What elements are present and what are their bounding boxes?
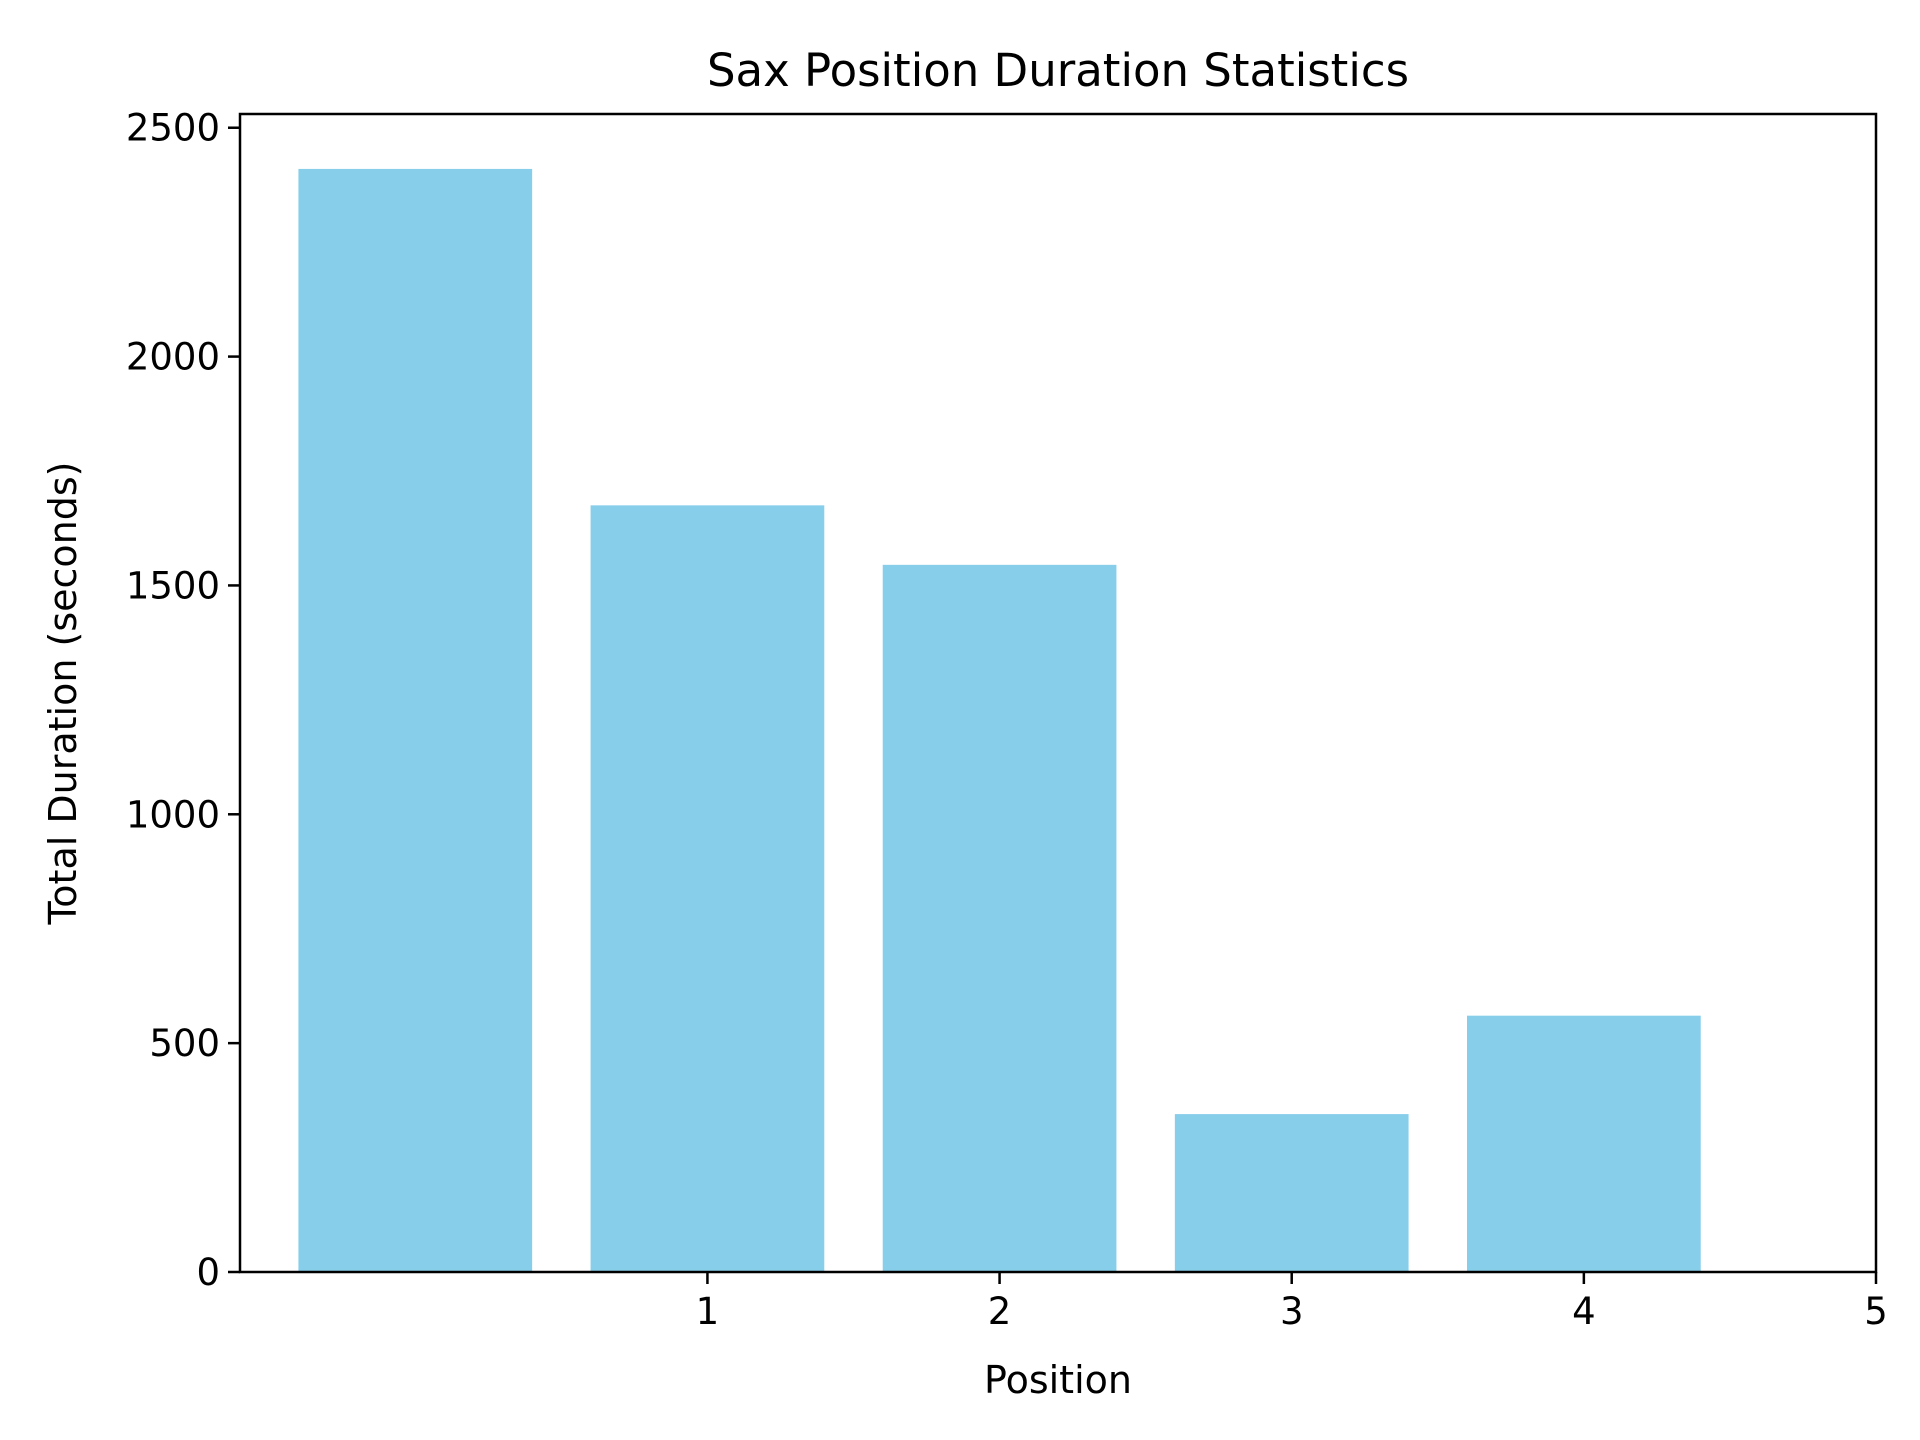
y-tick-label: 0 <box>196 1251 220 1294</box>
chart-title: Sax Position Duration Statistics <box>707 44 1409 97</box>
x-tick-label: 1 <box>696 1290 720 1333</box>
y-axis-label: Total Duration (seconds) <box>41 462 85 926</box>
bar-2 <box>882 564 1117 1272</box>
bar-3 <box>1174 1114 1409 1272</box>
bars <box>298 168 1701 1272</box>
y-tick-label: 1500 <box>126 564 220 607</box>
y-tick-label: 1000 <box>126 793 220 836</box>
y-tick-label: 500 <box>149 1022 220 1065</box>
x-axis-label: Position <box>984 1358 1132 1402</box>
x-tick-label: 5 <box>1864 1290 1888 1333</box>
plot-frame <box>238 112 1878 1274</box>
axis-ticks: 0 500 1000 1500 2000 2500 1 2 3 4 5 <box>126 107 1888 1333</box>
x-tick-label: 4 <box>1572 1290 1596 1333</box>
bar-4 <box>1467 1015 1701 1272</box>
x-tick-label: 3 <box>1280 1290 1304 1333</box>
y-tick-label: 2500 <box>126 107 220 150</box>
x-tick-label: 2 <box>988 1290 1012 1333</box>
y-tick-label: 2000 <box>126 336 220 379</box>
bar-1 <box>590 505 825 1272</box>
bar-0 <box>298 168 533 1272</box>
